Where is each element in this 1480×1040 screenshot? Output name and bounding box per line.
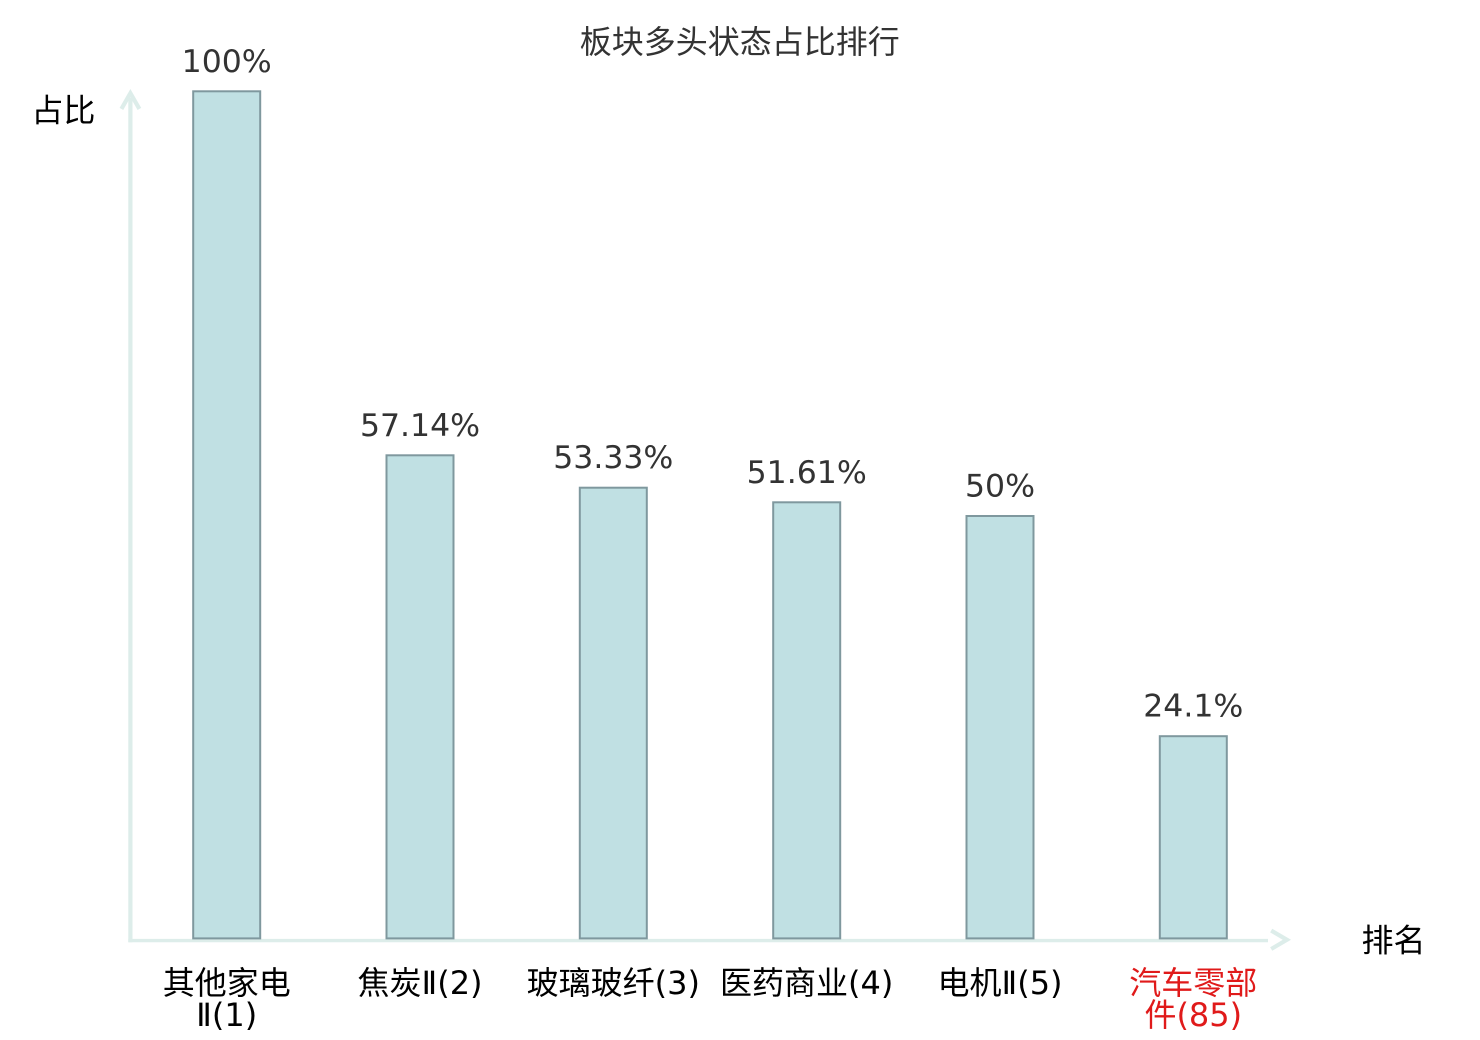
- svg-text:50%: 50%: [965, 469, 1035, 505]
- svg-text:医药商业(4): 医药商业(4): [720, 964, 893, 1002]
- svg-text:53.33%: 53.33%: [553, 440, 673, 476]
- svg-text:24.1%: 24.1%: [1143, 689, 1243, 725]
- svg-text:玻璃玻纤(3): 玻璃玻纤(3): [527, 964, 700, 1002]
- svg-text:汽车零部: 汽车零部: [1129, 964, 1257, 1002]
- svg-text:占比: 占比: [31, 92, 95, 130]
- svg-text:Ⅱ(1): Ⅱ(1): [196, 996, 257, 1034]
- svg-text:其他家电: 其他家电: [163, 964, 291, 1002]
- svg-text:100%: 100%: [182, 44, 272, 80]
- svg-text:板块多头状态占比排行: 板块多头状态占比排行: [580, 23, 900, 61]
- svg-text:焦炭Ⅱ(2): 焦炭Ⅱ(2): [357, 964, 482, 1002]
- svg-text:51.61%: 51.61%: [747, 455, 867, 491]
- svg-text:57.14%: 57.14%: [360, 408, 480, 444]
- svg-text:排名: 排名: [1361, 922, 1425, 960]
- svg-text:件(85): 件(85): [1144, 996, 1242, 1034]
- svg-text:电机Ⅱ(5): 电机Ⅱ(5): [937, 964, 1062, 1002]
